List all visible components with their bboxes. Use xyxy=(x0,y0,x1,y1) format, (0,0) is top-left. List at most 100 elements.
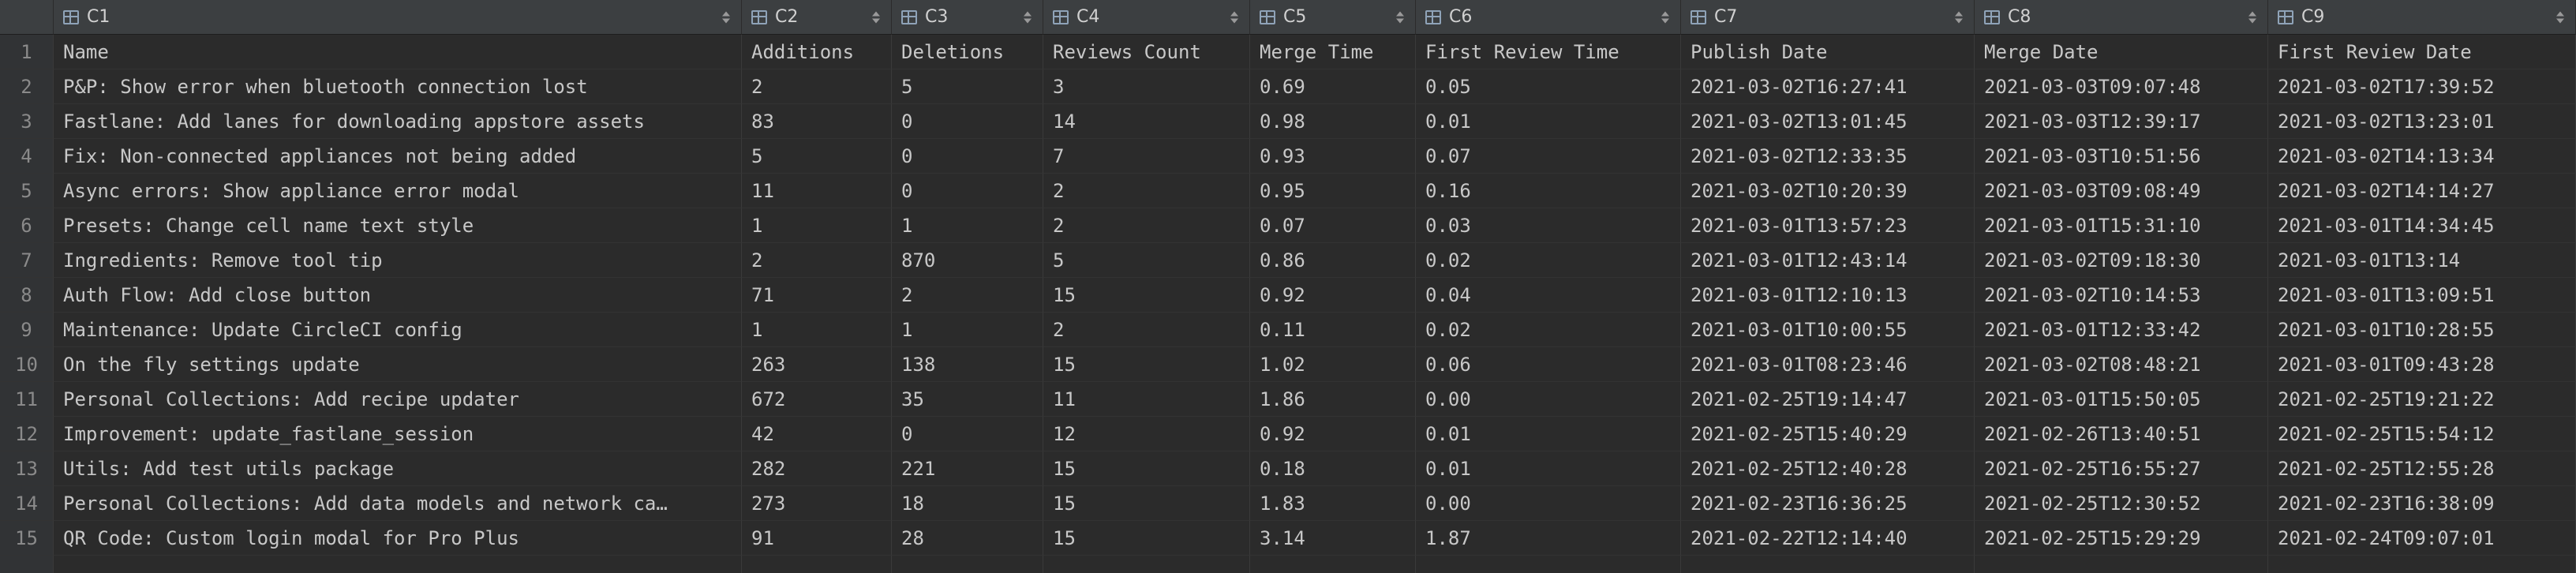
table-cell[interactable]: QR Code: Custom login modal for Pro Plus xyxy=(54,521,742,556)
header-corner[interactable] xyxy=(0,0,54,35)
table-cell[interactable]: Personal Collections: Add recipe updater xyxy=(54,382,742,417)
sort-icon[interactable] xyxy=(722,11,730,23)
column-header-c5[interactable]: C5 xyxy=(1250,0,1416,35)
table-cell[interactable]: Reviews Count xyxy=(1043,35,1250,69)
table-cell[interactable]: 0.05 xyxy=(1416,69,1681,104)
sort-icon[interactable] xyxy=(2556,11,2564,23)
table-cell[interactable]: Auth Flow: Add close button xyxy=(54,278,742,313)
table-cell[interactable]: 2021-03-01T14:34:45 xyxy=(2268,208,2576,243)
table-cell[interactable]: 1 xyxy=(892,313,1043,347)
table-cell[interactable]: 0 xyxy=(892,139,1043,174)
table-cell[interactable]: Merge Date xyxy=(1975,35,2268,69)
table-cell[interactable]: 15 xyxy=(1043,347,1250,382)
table-cell[interactable]: 2021-03-01T09:43:28 xyxy=(2268,347,2576,382)
table-cell[interactable]: 0.02 xyxy=(1416,243,1681,278)
table-cell[interactable]: 0.00 xyxy=(1416,382,1681,417)
sort-icon[interactable] xyxy=(1396,11,1404,23)
table-cell[interactable]: 273 xyxy=(742,486,892,521)
table-cell[interactable]: 2021-02-22T12:14:40 xyxy=(1681,521,1975,556)
row-number[interactable]: 6 xyxy=(0,208,54,243)
row-number[interactable]: 2 xyxy=(0,69,54,104)
table-cell[interactable]: 15 xyxy=(1043,521,1250,556)
row-number[interactable]: 1 xyxy=(0,35,54,69)
table-cell[interactable]: 672 xyxy=(742,382,892,417)
table-cell[interactable]: 2021-03-03T12:39:17 xyxy=(1975,104,2268,139)
table-cell[interactable]: Fastlane: Add lanes for downloading apps… xyxy=(54,104,742,139)
table-cell[interactable]: 5 xyxy=(742,139,892,174)
table-cell[interactable]: 2021-03-01T13:14 xyxy=(2268,243,2576,278)
table-cell[interactable]: 15 xyxy=(1043,486,1250,521)
row-number[interactable]: 8 xyxy=(0,278,54,313)
sort-icon[interactable] xyxy=(872,11,880,23)
row-number[interactable]: 10 xyxy=(0,347,54,382)
table-cell[interactable]: 2021-03-02T14:13:34 xyxy=(2268,139,2576,174)
table-cell[interactable]: 263 xyxy=(742,347,892,382)
table-cell[interactable]: 2021-03-02T14:14:27 xyxy=(2268,174,2576,208)
table-cell[interactable]: 2021-02-25T12:55:28 xyxy=(2268,451,2576,486)
table-cell[interactable]: 2021-03-02T10:14:53 xyxy=(1975,278,2268,313)
table-cell[interactable]: 870 xyxy=(892,243,1043,278)
table-cell[interactable]: 0.16 xyxy=(1416,174,1681,208)
table-cell[interactable]: 5 xyxy=(1043,243,1250,278)
table-cell[interactable]: 0.98 xyxy=(1250,104,1416,139)
table-cell[interactable]: 2021-03-02T16:27:41 xyxy=(1681,69,1975,104)
table-cell[interactable]: 2 xyxy=(742,243,892,278)
table-cell[interactable]: 221 xyxy=(892,451,1043,486)
table-cell[interactable]: 1.87 xyxy=(1416,521,1681,556)
table-cell[interactable]: 5 xyxy=(892,69,1043,104)
table-cell[interactable]: 0.02 xyxy=(1416,313,1681,347)
table-cell[interactable]: 0 xyxy=(892,104,1043,139)
table-cell[interactable]: 1.86 xyxy=(1250,382,1416,417)
table-cell[interactable]: 0.06 xyxy=(1416,347,1681,382)
table-cell[interactable]: 83 xyxy=(742,104,892,139)
row-number[interactable]: 9 xyxy=(0,313,54,347)
row-number[interactable]: 14 xyxy=(0,486,54,521)
table-cell[interactable]: 0.01 xyxy=(1416,417,1681,451)
table-cell[interactable]: 28 xyxy=(892,521,1043,556)
row-number[interactable]: 5 xyxy=(0,174,54,208)
table-cell[interactable]: 2021-03-02T17:39:52 xyxy=(2268,69,2576,104)
table-cell[interactable]: Personal Collections: Add data models an… xyxy=(54,486,742,521)
table-cell[interactable]: 2 xyxy=(1043,174,1250,208)
table-cell[interactable]: Additions xyxy=(742,35,892,69)
table-cell[interactable]: 0.92 xyxy=(1250,278,1416,313)
table-cell[interactable]: 0.95 xyxy=(1250,174,1416,208)
sort-icon[interactable] xyxy=(1024,11,1032,23)
table-cell[interactable]: 1 xyxy=(742,208,892,243)
table-cell[interactable]: On the fly settings update xyxy=(54,347,742,382)
table-cell[interactable]: 2021-03-03T10:51:56 xyxy=(1975,139,2268,174)
table-cell[interactable]: 91 xyxy=(742,521,892,556)
table-cell[interactable]: 71 xyxy=(742,278,892,313)
table-cell[interactable]: 2021-02-25T16:55:27 xyxy=(1975,451,2268,486)
table-cell[interactable]: 3 xyxy=(1043,69,1250,104)
row-number[interactable]: 13 xyxy=(0,451,54,486)
table-cell[interactable]: 2021-03-03T09:07:48 xyxy=(1975,69,2268,104)
table-cell[interactable]: 0.93 xyxy=(1250,139,1416,174)
table-cell[interactable]: 2021-02-25T19:21:22 xyxy=(2268,382,2576,417)
table-cell[interactable]: 2021-02-25T19:14:47 xyxy=(1681,382,1975,417)
table-cell[interactable]: First Review Date xyxy=(2268,35,2576,69)
column-header-c8[interactable]: C8 xyxy=(1975,0,2268,35)
table-cell[interactable]: 2021-03-01T12:33:42 xyxy=(1975,313,2268,347)
table-cell[interactable]: 2021-03-01T10:28:55 xyxy=(2268,313,2576,347)
table-cell[interactable]: 1.83 xyxy=(1250,486,1416,521)
table-cell[interactable]: Publish Date xyxy=(1681,35,1975,69)
table-cell[interactable]: 0.18 xyxy=(1250,451,1416,486)
table-cell[interactable]: 12 xyxy=(1043,417,1250,451)
table-cell[interactable]: 2021-03-03T09:08:49 xyxy=(1975,174,2268,208)
table-cell[interactable]: 2021-03-01T12:10:13 xyxy=(1681,278,1975,313)
table-cell[interactable]: 2021-02-25T15:29:29 xyxy=(1975,521,2268,556)
table-cell[interactable]: First Review Time xyxy=(1416,35,1681,69)
row-number[interactable]: 11 xyxy=(0,382,54,417)
table-cell[interactable]: Merge Time xyxy=(1250,35,1416,69)
table-cell[interactable]: 2021-02-25T12:40:28 xyxy=(1681,451,1975,486)
table-cell[interactable]: Fix: Non-connected appliances not being … xyxy=(54,139,742,174)
table-cell[interactable]: Name xyxy=(54,35,742,69)
table-cell[interactable]: 2021-03-01T08:23:46 xyxy=(1681,347,1975,382)
table-cell[interactable]: 2 xyxy=(892,278,1043,313)
table-cell[interactable]: Async errors: Show appliance error modal xyxy=(54,174,742,208)
table-cell[interactable]: 2021-02-25T15:54:12 xyxy=(2268,417,2576,451)
table-cell[interactable]: 0.07 xyxy=(1250,208,1416,243)
table-cell[interactable]: 7 xyxy=(1043,139,1250,174)
row-number[interactable]: 4 xyxy=(0,139,54,174)
